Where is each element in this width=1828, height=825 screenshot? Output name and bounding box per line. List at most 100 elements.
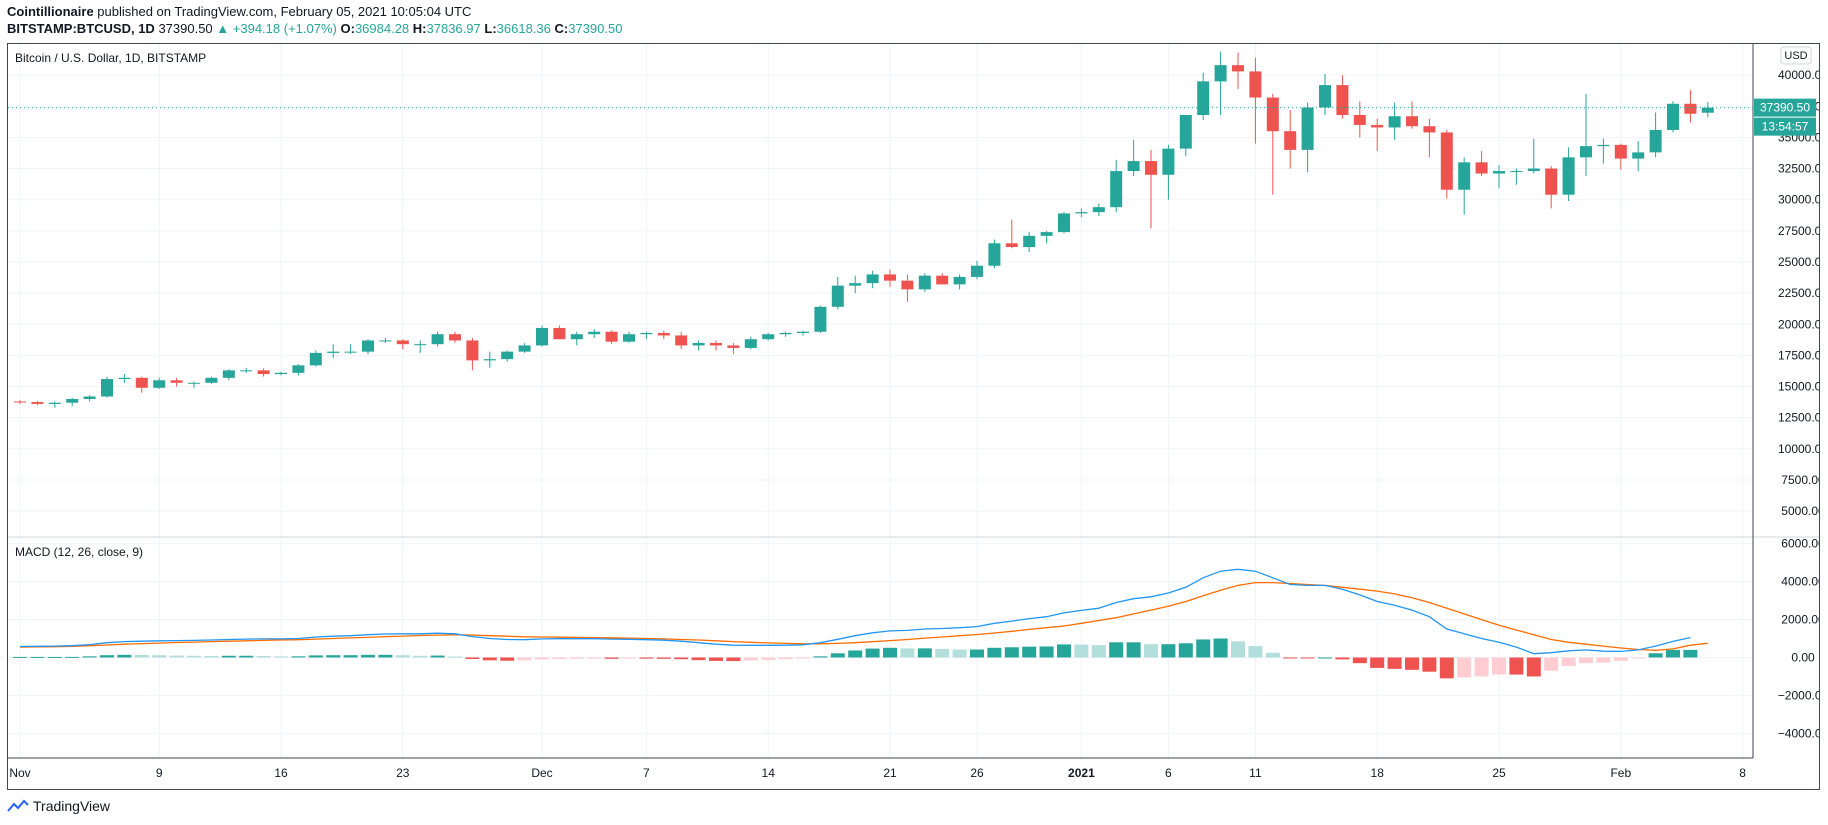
tradingview-logo[interactable]: TradingView (7, 798, 110, 814)
chart-canvas[interactable]: 5000.00 7500.00 10000.00 12500.00 15000.00 17… (8, 44, 1819, 789)
candle-body[interactable] (1545, 168, 1558, 195)
macd-histogram-bar[interactable] (1457, 657, 1472, 678)
macd-histogram-bar[interactable] (134, 655, 149, 658)
candle-body[interactable] (1353, 114, 1366, 125)
macd-histogram-bar[interactable] (413, 655, 428, 658)
candle-body[interactable] (936, 275, 949, 285)
candle-body[interactable] (797, 331, 809, 333)
candle-body[interactable] (188, 382, 200, 384)
macd-histogram-bar[interactable] (1126, 642, 1141, 658)
candle-body[interactable] (849, 283, 862, 286)
macd-histogram-bar[interactable] (308, 655, 323, 658)
macd-histogram-bar[interactable] (256, 655, 271, 658)
candle-body[interactable] (83, 396, 96, 399)
candle-body[interactable] (1527, 168, 1540, 172)
candle-body[interactable] (449, 334, 461, 341)
macd-histogram-bar[interactable] (517, 657, 532, 661)
macd-histogram-bar[interactable] (813, 656, 828, 658)
macd-histogram-bar[interactable] (900, 648, 915, 658)
candle-body[interactable] (362, 340, 374, 352)
candle-body[interactable] (135, 377, 148, 388)
candle-body[interactable] (483, 359, 496, 361)
candle-body[interactable] (1667, 103, 1679, 130)
macd-histogram-bar[interactable] (622, 657, 636, 659)
candle-body[interactable] (1562, 157, 1575, 195)
macd-histogram-bar[interactable] (448, 656, 462, 658)
macd-histogram-bar[interactable] (569, 657, 584, 659)
macd-histogram-bar[interactable] (274, 656, 288, 658)
currency-box[interactable] (1780, 46, 1812, 65)
macd-histogram-bar[interactable] (13, 656, 27, 658)
candle-body[interactable] (605, 331, 618, 342)
macd-histogram-bar[interactable] (169, 655, 184, 658)
macd-histogram-bar[interactable] (1283, 657, 1298, 659)
candle-body[interactable] (536, 327, 548, 346)
macd-histogram-bar[interactable] (535, 657, 549, 660)
candle-body[interactable] (431, 334, 444, 345)
candle-body[interactable] (744, 339, 757, 348)
candle-body[interactable] (518, 345, 531, 352)
macd-histogram-bar[interactable] (587, 657, 602, 659)
candle-body[interactable] (1075, 212, 1088, 214)
macd-histogram-bar[interactable] (743, 657, 758, 661)
candle-body[interactable] (1005, 243, 1018, 248)
author-name[interactable]: Cointillionaire (7, 4, 94, 19)
candle-body[interactable] (1023, 235, 1036, 248)
macd-histogram-bar[interactable] (1509, 657, 1524, 675)
macd-histogram-bar[interactable] (326, 655, 341, 658)
macd-histogram-bar[interactable] (656, 657, 671, 659)
candle-body[interactable] (1684, 103, 1697, 114)
candle-body[interactable] (66, 398, 79, 403)
macd-histogram-bar[interactable] (1318, 657, 1332, 659)
candle-body[interactable] (1232, 65, 1244, 72)
candle-body[interactable] (623, 334, 635, 342)
macd-histogram-bar[interactable] (152, 655, 167, 658)
macd-histogram-bar[interactable] (935, 648, 950, 658)
macd-histogram-bar[interactable] (1231, 641, 1245, 658)
macd-histogram-bar[interactable] (883, 647, 897, 658)
candle-body[interactable] (657, 332, 670, 336)
candle-body[interactable] (831, 285, 844, 307)
macd-histogram-bar[interactable] (1648, 653, 1663, 658)
macd-histogram-bar[interactable] (343, 655, 358, 658)
macd-histogram-bar[interactable] (1039, 646, 1054, 658)
macd-histogram-bar[interactable] (1178, 643, 1193, 658)
macd-histogram-bar[interactable] (1631, 657, 1646, 659)
macd-histogram-bar[interactable] (1561, 657, 1576, 667)
macd-histogram-bar[interactable] (1683, 649, 1698, 658)
candle-body[interactable] (414, 344, 427, 346)
candle-body[interactable] (1580, 146, 1592, 158)
candle-body[interactable] (1493, 171, 1505, 174)
macd-histogram-bar[interactable] (1091, 645, 1106, 658)
candle-body[interactable] (570, 334, 583, 340)
macd-histogram-bar[interactable] (47, 656, 62, 658)
candle-body[interactable] (222, 370, 235, 378)
candle-body[interactable] (1162, 148, 1175, 175)
candle-body[interactable] (866, 274, 879, 284)
macd-histogram-bar[interactable] (1022, 646, 1037, 658)
macd-histogram-bar[interactable] (1492, 657, 1506, 675)
macd-histogram-bar[interactable] (1300, 657, 1315, 659)
macd-histogram-bar[interactable] (865, 648, 880, 658)
macd-histogram-bar[interactable] (726, 657, 741, 662)
candle-body[interactable] (1458, 162, 1471, 190)
macd-histogram-bar[interactable] (778, 657, 793, 660)
macd-histogram-bar[interactable] (987, 647, 1002, 658)
candle-body[interactable] (692, 342, 705, 346)
candle-body[interactable] (1214, 65, 1227, 82)
candle-body[interactable] (1423, 126, 1436, 133)
macd-histogram-bar[interactable] (1613, 657, 1628, 661)
candle-body[interactable] (309, 352, 322, 366)
candle-body[interactable] (240, 370, 253, 372)
macd-histogram-bar[interactable] (465, 657, 480, 659)
macd-histogram-bar[interactable] (639, 657, 654, 659)
macd-histogram-bar[interactable] (82, 656, 97, 658)
candle-body[interactable] (1058, 213, 1070, 233)
candle-body[interactable] (31, 402, 44, 404)
candle-body[interactable] (727, 345, 740, 348)
candle-body[interactable] (1597, 144, 1610, 147)
candle-body[interactable] (953, 276, 966, 285)
macd-histogram-bar[interactable] (30, 656, 45, 658)
candle-body[interactable] (1701, 107, 1714, 113)
macd-histogram-bar[interactable] (1387, 657, 1402, 669)
